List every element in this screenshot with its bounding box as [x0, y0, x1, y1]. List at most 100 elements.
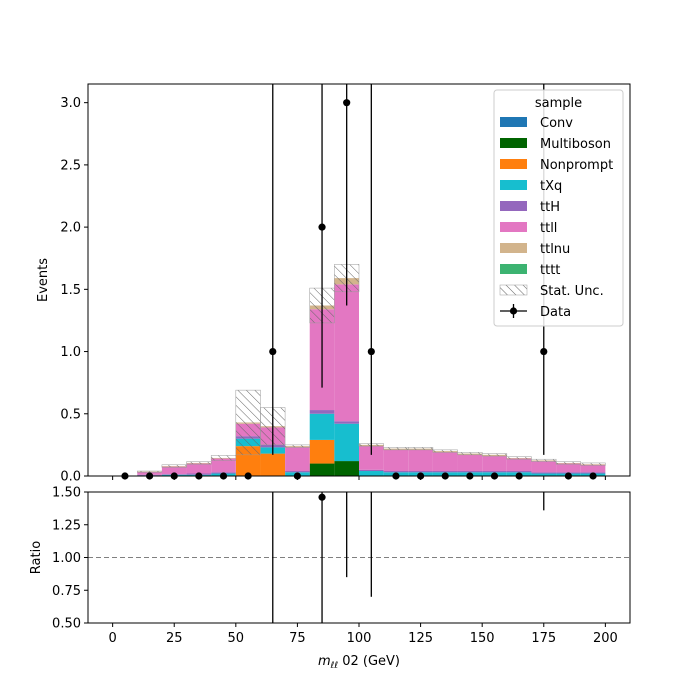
- bar-tth-bin-13: [432, 471, 458, 473]
- legend-label-tth: ttH: [540, 200, 560, 215]
- legend-swatch-txq: [500, 180, 527, 190]
- bar-ttll-bin-12: [408, 449, 433, 472]
- ratio-x-tick-label-1: 25: [166, 631, 183, 646]
- ratio-y-ticks: 0.50 0.75 1.00 1.25 1.50: [52, 486, 88, 632]
- ratio-x-ticks: 0 25 50 75 100 125 150 175 200: [108, 623, 618, 646]
- main-y-tick-label-6: 3.0: [60, 96, 81, 111]
- main-y-tick-label-3: 1.5: [60, 283, 81, 298]
- stat-unc-band-bin-12: [408, 447, 434, 451]
- legend-swatch-tttt: [500, 264, 527, 274]
- ratio-x-tick-label-4: 100: [347, 631, 372, 646]
- stat-unc-band-bin-14: [457, 452, 483, 456]
- stat-unc-band-bin-15: [481, 453, 508, 457]
- stat-unc-band-bin-5: [235, 389, 261, 456]
- bar-tth-bin-15: [482, 471, 507, 473]
- main-y-tick-label-0: 0.0: [60, 470, 81, 485]
- bar-nonprompt-bin-8: [309, 439, 335, 464]
- bar-ttll-bin-15: [482, 456, 507, 472]
- stat-unc-band-bin-17: [531, 458, 557, 462]
- stat-unc-band-bin-16: [506, 456, 532, 460]
- legend-label-tttt: tttt: [540, 263, 560, 278]
- legend-title: sample: [535, 96, 582, 111]
- bar-txq-bin-8: [309, 413, 335, 440]
- bar-ttll-bin-3: [186, 463, 212, 474]
- main-y-tick-label-1: 0.5: [60, 407, 81, 422]
- ratio-y-tick-label-1: 0.75: [52, 584, 81, 599]
- bar-multiboson-bin-8: [309, 463, 335, 476]
- main-y-tick-label-2: 1.0: [60, 345, 81, 360]
- bar-ttll-bin-16: [506, 458, 532, 472]
- legend-swatch-multiboson: [500, 138, 527, 148]
- ratio-y-tick-label-2: 1.00: [52, 551, 81, 566]
- bar-txq-bin-17: [531, 473, 557, 476]
- main-y-axis-label: Events: [36, 258, 51, 302]
- legend-label-data: Data: [540, 305, 571, 320]
- legend-swatch-ttll: [500, 222, 527, 232]
- bar-tth-bin-8: [309, 410, 335, 414]
- ratio-y-tick-label-3: 1.25: [52, 518, 81, 533]
- ratio-x-tick-label-2: 50: [228, 631, 245, 646]
- stat-unc-band-bin-4: [210, 455, 237, 461]
- bar-ttll-bin-9: [334, 284, 359, 422]
- bar-ttll-bin-13: [432, 452, 458, 472]
- ratio-plot: 0.50 0.75 1.00 1.25 1.50 0 25 50 75 100 125 150 175 2…: [29, 486, 631, 671]
- stat-unc-band-bin-3: [186, 461, 212, 465]
- legend-label-ttlnu: ttlnu: [540, 242, 570, 257]
- stat-unc-band-bin-11: [383, 447, 409, 451]
- bar-ttll-bin-17: [531, 461, 557, 473]
- bar-ttll-bin-11: [383, 449, 409, 472]
- stat-unc-band-bin-1: [137, 470, 163, 473]
- stat-unc-band-bin-7: [284, 444, 310, 448]
- main-y-ticks: 0.0 0.5 1.0 1.5 2.0 2.5 3.0: [60, 96, 88, 485]
- bar-tth-bin-7: [285, 471, 310, 473]
- data-point-6: [269, 347, 277, 356]
- legend-label-txq: tXq: [540, 179, 562, 194]
- legend-label-nonprompt: Nonprompt: [540, 158, 613, 173]
- bar-tth-bin-9: [334, 421, 359, 424]
- bar-multiboson-bin-9: [334, 461, 359, 476]
- x-axis-label-main: m: [318, 654, 331, 669]
- bar-txq-bin-10: [359, 471, 384, 476]
- legend-label-stat-unc: Stat. Unc.: [540, 284, 604, 299]
- legend-label-multiboson: Multiboson: [540, 137, 611, 152]
- bar-ttll-bin-10: [359, 446, 384, 470]
- bar-txq-bin-9: [334, 423, 359, 462]
- legend: sample Conv Multiboson Nonprompt tXq ttH ttll t…: [493, 89, 624, 327]
- stat-unc-band-bin-19: [580, 462, 606, 466]
- x-axis-label-subscript: ℓℓ: [330, 661, 338, 671]
- data-point-10: [367, 347, 375, 356]
- ratio-y-tick-label-4: 1.50: [52, 486, 81, 501]
- ratio-x-tick-label-8: 200: [593, 631, 618, 646]
- stat-unc-band-bin-2: [161, 464, 187, 468]
- main-plot: 0.0 0.5 1.0 1.5 2.0 2.5 3.0 Events: [36, 83, 631, 485]
- legend-swatch-marker-data: [509, 307, 518, 315]
- bar-ttll-bin-4: [211, 458, 236, 473]
- bar-nonprompt-bin-6: [260, 453, 286, 476]
- legend-swatch-tth: [500, 201, 527, 211]
- data-point-17: [540, 347, 548, 356]
- legend-label-conv: Conv: [540, 116, 573, 131]
- bar-ttll-bin-2: [161, 466, 187, 475]
- ratio-x-tick-label-7: 175: [531, 631, 556, 646]
- ratio-x-tick-label-5: 125: [408, 631, 433, 646]
- ratio-x-tick-label-3: 75: [289, 631, 306, 646]
- x-axis-label: mℓℓ 02 (GeV): [318, 654, 400, 671]
- x-axis-label-rest: 02 (GeV): [338, 654, 400, 669]
- stat-unc-band-bin-18: [555, 461, 581, 465]
- legend-swatch-conv: [500, 117, 527, 127]
- stat-unc-band-bin-13: [432, 449, 458, 453]
- bar-ttll-bin-14: [457, 454, 483, 472]
- bar-tth-bin-16: [506, 471, 532, 473]
- data-point-8: [318, 223, 326, 231]
- bar-tth-bin-11: [383, 471, 409, 473]
- bar-ttll-bin-18: [556, 463, 581, 473]
- data-point-9: [343, 99, 351, 107]
- ratio-x-tick-label-6: 150: [470, 631, 495, 646]
- bar-ttll-bin-7: [285, 447, 310, 472]
- ratio-x-tick-label-0: 0: [108, 631, 116, 646]
- ratio-y-axis-label: Ratio: [29, 541, 44, 574]
- legend-label-ttll: ttll: [540, 221, 557, 236]
- bar-tth-bin-14: [457, 471, 483, 473]
- legend-swatch-nonprompt: [500, 159, 527, 169]
